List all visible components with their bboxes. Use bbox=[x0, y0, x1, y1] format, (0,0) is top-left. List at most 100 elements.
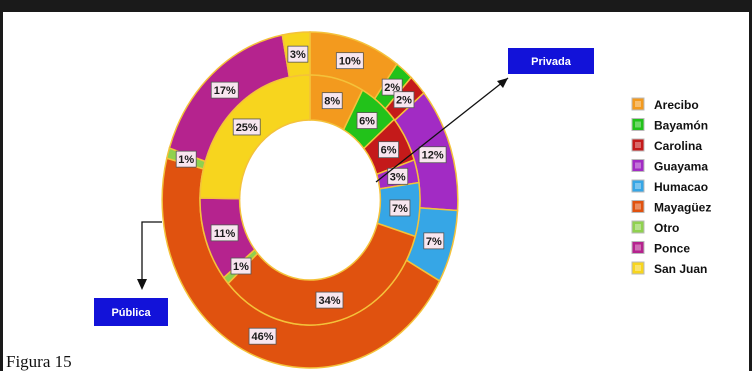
legend-label: Ponce bbox=[654, 242, 690, 256]
data-label-text: 11% bbox=[214, 228, 236, 240]
legend-swatch-highlight bbox=[635, 224, 641, 230]
inner-ring-privada bbox=[199, 74, 421, 326]
inner-data-label-ponce: 11% bbox=[210, 224, 239, 242]
legend-swatch-highlight bbox=[635, 203, 641, 210]
data-label-box bbox=[393, 91, 415, 109]
legend-item-arecibo: Arecibo bbox=[631, 97, 699, 112]
legend-swatch-highlight bbox=[635, 121, 641, 128]
data-label-text: 2% bbox=[384, 82, 400, 94]
legend-item-san-juan: San Juan bbox=[631, 261, 707, 276]
legend-swatch bbox=[631, 138, 645, 152]
data-label-box bbox=[210, 224, 239, 242]
data-label-text: 17% bbox=[214, 85, 236, 97]
inner-data-label-guayama: 3% bbox=[387, 167, 409, 185]
outer-data-label-san-juan: 3% bbox=[287, 45, 309, 63]
legend-item-mayaguez: Mayagüez bbox=[631, 200, 711, 215]
legend-label: Guayama bbox=[654, 160, 708, 174]
data-label-text: 12% bbox=[422, 150, 444, 162]
data-label-box bbox=[381, 78, 403, 96]
data-label-text: 3% bbox=[290, 49, 306, 61]
data-label-text: 10% bbox=[339, 56, 361, 68]
data-label-box bbox=[389, 199, 411, 217]
outer-data-label-bayamon: 2% bbox=[381, 78, 403, 96]
data-label-text: 6% bbox=[359, 116, 375, 128]
data-label-box bbox=[378, 141, 399, 159]
outer-data-label-guayama: 12% bbox=[418, 146, 447, 164]
legend-swatch bbox=[631, 241, 645, 254]
inner-slice-san-juan bbox=[199, 74, 311, 200]
legend-swatch bbox=[631, 118, 645, 131]
inner-data-label-humacao: 7% bbox=[389, 199, 411, 217]
inner-data-label-otro: 1% bbox=[230, 257, 252, 275]
legend-label: Arecibo bbox=[654, 98, 699, 112]
data-label-text: 2% bbox=[396, 95, 412, 107]
legend-swatch bbox=[631, 261, 645, 275]
legend-label: Otro bbox=[654, 221, 679, 235]
data-label-box bbox=[315, 291, 344, 309]
legend-swatch-highlight bbox=[635, 101, 641, 107]
publica-callout-box bbox=[94, 298, 168, 326]
legend-item-ponce: Ponce bbox=[631, 241, 690, 256]
inner-data-label-bayamon: 6% bbox=[356, 112, 378, 129]
inner-data-label-mayaguez: 34% bbox=[315, 291, 344, 309]
legend-label: San Juan bbox=[654, 262, 707, 276]
outer-data-label-otro: 1% bbox=[175, 150, 197, 168]
publica-arrow-line bbox=[141, 221, 162, 284]
callouts: Privada Pública bbox=[94, 48, 594, 326]
legend-swatch-highlight bbox=[635, 244, 641, 251]
data-label-box bbox=[335, 52, 364, 70]
right-border bbox=[749, 0, 752, 371]
data-label-text: 1% bbox=[233, 261, 249, 273]
outer-data-label-arecibo: 10% bbox=[335, 52, 364, 70]
legend-swatch-highlight bbox=[635, 265, 641, 271]
data-label-text: 7% bbox=[426, 236, 442, 248]
inner-data-label-san-juan: 25% bbox=[232, 118, 261, 136]
data-label-text: 1% bbox=[178, 154, 194, 166]
legend-label: Bayamón bbox=[654, 119, 708, 133]
legend-item-humacao: Humacao bbox=[631, 179, 708, 194]
legend-item-carolina: Carolina bbox=[631, 138, 702, 153]
outer-data-label-humacao: 7% bbox=[423, 232, 445, 250]
data-label-text: 6% bbox=[381, 145, 397, 157]
legend-swatch-highlight bbox=[635, 162, 641, 169]
legend-label: Humacao bbox=[654, 180, 708, 194]
data-label-text: 3% bbox=[390, 171, 406, 183]
privada-callout-box bbox=[508, 48, 594, 74]
inner-slice-mayaguez bbox=[227, 222, 417, 326]
legend-swatch bbox=[631, 159, 645, 172]
data-label-box bbox=[232, 118, 261, 136]
data-label-box bbox=[423, 232, 445, 250]
privada-arrow-head bbox=[497, 78, 508, 88]
legend-swatch bbox=[631, 220, 645, 234]
inner-data-label-arecibo: 8% bbox=[321, 92, 343, 110]
legend-swatch bbox=[631, 97, 645, 111]
legend-swatch bbox=[631, 179, 645, 193]
legend-item-guayama: Guayama bbox=[631, 159, 708, 174]
data-label-box bbox=[248, 327, 277, 345]
data-label-box bbox=[418, 146, 447, 164]
data-label-text: 7% bbox=[392, 203, 408, 215]
legend-label: Mayagüez bbox=[654, 201, 711, 215]
legend-swatch-highlight bbox=[635, 142, 641, 148]
legend-item-otro: Otro bbox=[631, 220, 679, 235]
figure-caption: Figura 15 bbox=[6, 352, 72, 371]
publica-callout-label: Pública bbox=[111, 307, 151, 319]
data-label-box bbox=[210, 81, 239, 99]
legend-swatch bbox=[631, 200, 645, 213]
data-label-box bbox=[356, 112, 378, 129]
outer-data-label-carolina: 2% bbox=[393, 91, 415, 109]
inner-data-label-carolina: 6% bbox=[378, 141, 399, 159]
privada-callout-label: Privada bbox=[531, 56, 572, 68]
data-label-text: 34% bbox=[318, 295, 340, 307]
legend-item-bayamon: Bayamón bbox=[631, 118, 708, 133]
privada-arrow-line bbox=[375, 77, 509, 183]
legend-swatch-highlight bbox=[635, 183, 641, 189]
data-label-box bbox=[230, 257, 252, 275]
data-label-text: 25% bbox=[236, 122, 258, 134]
outer-data-label-ponce: 17% bbox=[210, 81, 239, 99]
data-label-box bbox=[387, 167, 409, 185]
outer-data-label-mayaguez: 46% bbox=[248, 327, 277, 345]
publica-arrow-head bbox=[137, 279, 147, 290]
